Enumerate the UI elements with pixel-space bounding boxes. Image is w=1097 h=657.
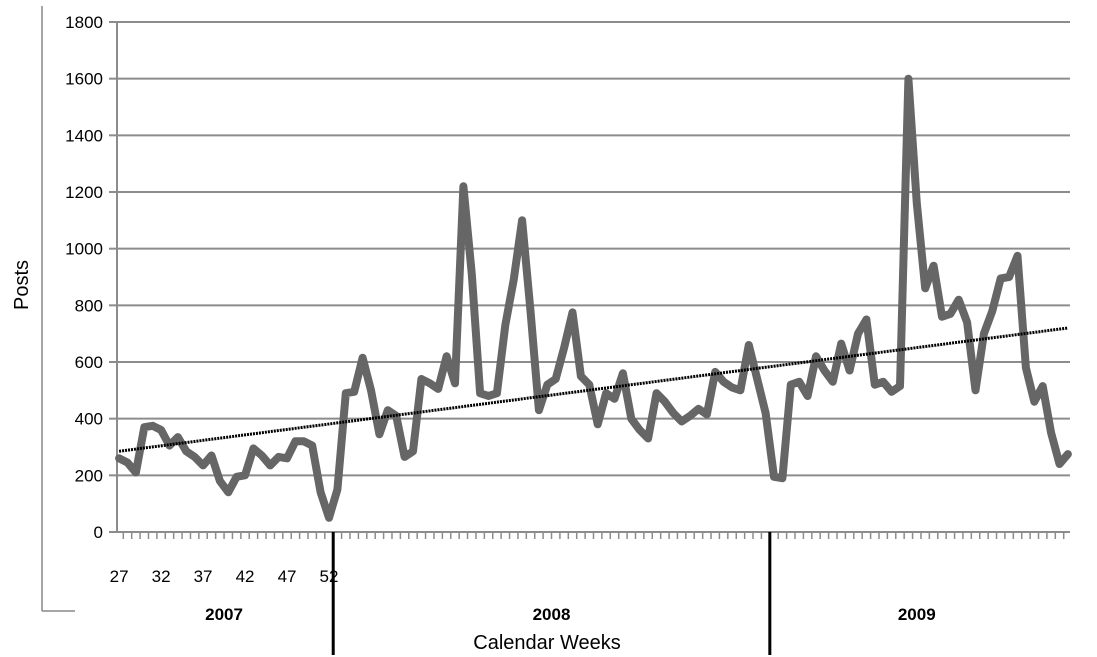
x-tick-label: 52 [320, 567, 339, 586]
y-tick-label: 1800 [65, 13, 103, 32]
trend-line [118, 326, 1069, 453]
y-tick-label: 0 [94, 523, 103, 542]
year-label: 2007 [205, 605, 243, 624]
year-label: 2008 [533, 605, 571, 624]
x-tick-label: 32 [152, 567, 171, 586]
y-tick-label: 600 [75, 353, 103, 372]
y-tick-label: 400 [75, 410, 103, 429]
y-tick-label: 1600 [65, 70, 103, 89]
series-layer [115, 74, 1072, 522]
x-tick-label: 47 [278, 567, 297, 586]
y-axis: 0 200 400 600 800 1000 1200 1400 1600 1800 [65, 13, 118, 542]
x-axis: 27 32 37 42 47 52 2007 2008 2009 [110, 531, 1070, 655]
x-tick-label: 27 [110, 567, 129, 586]
y-tick-label: 1400 [65, 126, 103, 145]
x-tick-label: 37 [194, 567, 213, 586]
y-axis-title: Posts [11, 260, 33, 310]
y-tick-label: 1000 [65, 240, 103, 259]
x-tick-label: 42 [236, 567, 255, 586]
posts-line [115, 74, 1072, 522]
y-tick-label: 800 [75, 296, 103, 315]
x-axis-title: Calendar Weeks [473, 632, 620, 654]
year-label: 2009 [898, 605, 936, 624]
axis-labels: Posts Calendar Weeks [11, 260, 621, 654]
y-tick-label: 200 [75, 466, 103, 485]
y-tick-label: 1200 [65, 183, 103, 202]
chart-frame [41, 6, 75, 612]
